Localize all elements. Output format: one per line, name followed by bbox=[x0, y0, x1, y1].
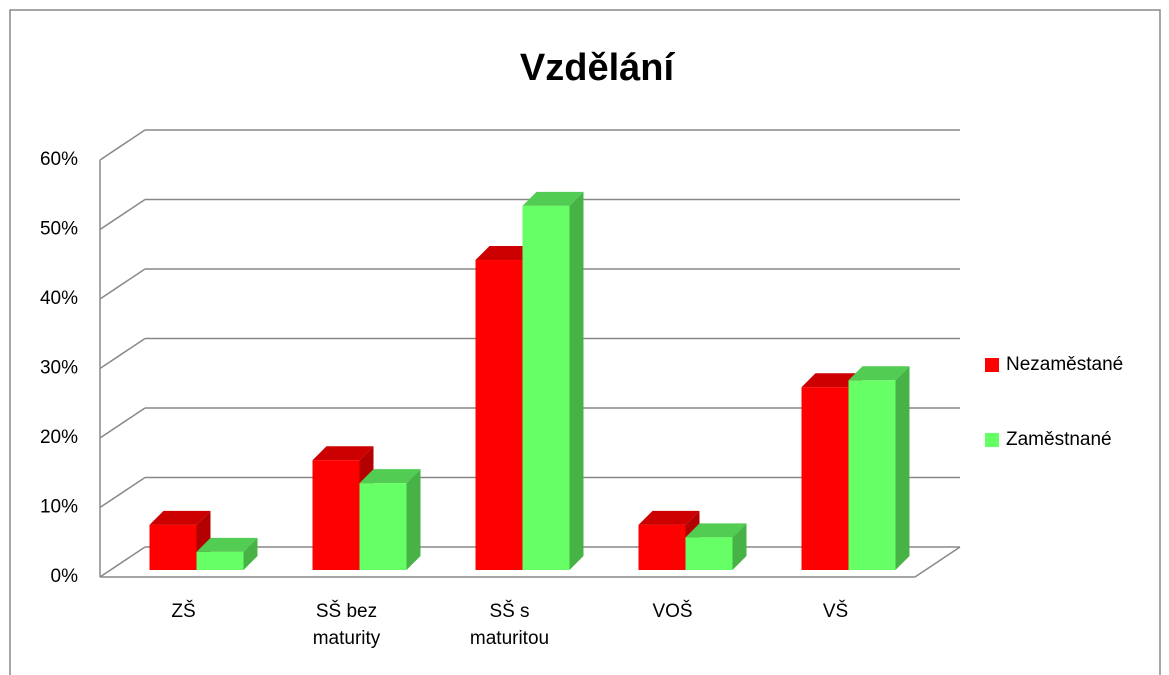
chart-border bbox=[9, 9, 1161, 675]
grid-line bbox=[99, 337, 146, 370]
bar-front bbox=[801, 387, 849, 570]
bar-side bbox=[732, 523, 747, 570]
bar-front bbox=[848, 380, 896, 570]
bar-side bbox=[243, 537, 258, 570]
y-tick-label: 20% bbox=[40, 427, 78, 448]
floor-line bbox=[914, 546, 961, 578]
y-tick-label: 0% bbox=[51, 566, 79, 587]
y-tick-label: 50% bbox=[40, 219, 78, 240]
bar-top bbox=[685, 523, 747, 538]
grid-line bbox=[99, 476, 146, 509]
bar-front bbox=[522, 205, 570, 570]
legend-swatch bbox=[985, 433, 999, 447]
bar-front bbox=[312, 460, 360, 570]
grid-line bbox=[99, 129, 146, 161]
y-tick-label: 60% bbox=[40, 149, 78, 170]
bar bbox=[848, 366, 910, 570]
x-tick-label: VŠ bbox=[822, 601, 849, 622]
legend-label: Zaměstnané bbox=[1006, 429, 1112, 450]
bar-top bbox=[149, 510, 211, 525]
y-tick-label: 30% bbox=[40, 358, 78, 379]
x-tick-label: VOŠ bbox=[652, 601, 693, 622]
y-tick-label: 10% bbox=[40, 497, 78, 518]
grid-line bbox=[99, 546, 146, 578]
bar-top bbox=[359, 469, 421, 484]
bar-front bbox=[685, 537, 733, 570]
chart-title: Vzdělání bbox=[520, 47, 676, 89]
bar bbox=[522, 191, 584, 570]
bar-side bbox=[406, 469, 421, 570]
bar-front bbox=[359, 483, 407, 570]
bar-front bbox=[475, 260, 523, 570]
bar-front bbox=[149, 524, 197, 570]
bar bbox=[685, 523, 747, 570]
legend-swatch bbox=[985, 358, 999, 372]
legend-label: Nezaměstané bbox=[1006, 354, 1123, 375]
bar bbox=[359, 469, 421, 570]
grid-line bbox=[99, 198, 146, 231]
bar bbox=[196, 537, 258, 570]
bar-top bbox=[522, 191, 584, 206]
y-tick-label: 40% bbox=[40, 288, 78, 309]
grid-line bbox=[99, 268, 146, 300]
bar-top bbox=[475, 246, 537, 261]
bar-top bbox=[312, 446, 374, 461]
bar-top bbox=[848, 366, 910, 381]
grid-line bbox=[99, 407, 146, 439]
bar-top bbox=[638, 510, 700, 525]
bar-top bbox=[801, 373, 863, 388]
bar-side bbox=[895, 366, 910, 570]
bar-front bbox=[638, 524, 686, 570]
x-tick-label: SŠ bez maturity bbox=[312, 601, 381, 649]
bar-top bbox=[196, 537, 258, 552]
bar-front bbox=[196, 551, 244, 570]
bar bbox=[312, 446, 374, 570]
x-tick-label: ZŠ bbox=[171, 601, 196, 622]
bar-side bbox=[569, 191, 584, 570]
x-tick-label: SŠ s maturitou bbox=[469, 601, 550, 649]
